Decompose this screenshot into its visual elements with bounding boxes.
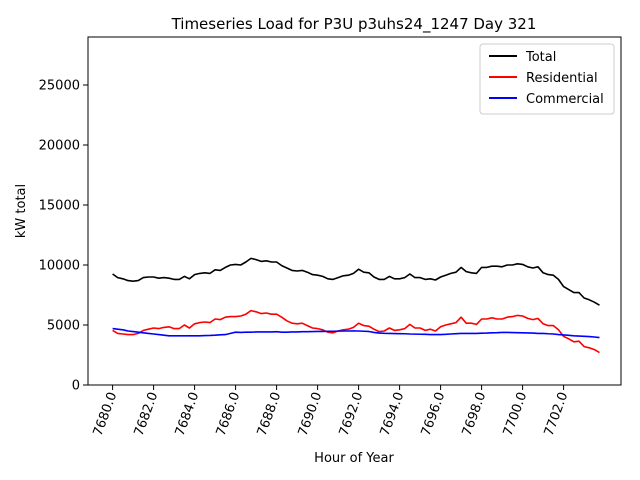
y-tick-label: 0	[72, 379, 80, 394]
legend-label-total: Total	[525, 50, 556, 65]
x-tick-label: 7696.0	[419, 390, 449, 438]
legend-box	[479, 43, 615, 115]
x-axis-title: Hour of Year	[314, 451, 394, 466]
y-tick-label: 20000	[39, 139, 80, 154]
x-tick-label: 7680.0	[91, 390, 121, 438]
legend: Total Residential Commercial	[479, 43, 615, 115]
x-tick-label: 7682.0	[132, 390, 162, 438]
y-axis: 0 5000 10000 15000 20000 25000	[39, 79, 88, 394]
y-tick-label: 10000	[39, 259, 80, 274]
x-tick-label: 7688.0	[255, 390, 285, 438]
y-tick-label: 25000	[39, 79, 80, 94]
x-tick-label: 7692.0	[337, 390, 367, 438]
x-tick-label: 7700.0	[501, 390, 531, 438]
legend-label-residential: Residential	[526, 71, 598, 86]
x-tick-label: 7684.0	[173, 390, 203, 438]
legend-label-commercial: Commercial	[526, 92, 604, 107]
y-tick-label: 5000	[47, 319, 80, 334]
y-axis-title: kW total	[14, 184, 29, 238]
series-line-total	[112, 257, 600, 306]
series-line-commercial	[112, 327, 600, 339]
x-tick-label: 7690.0	[296, 390, 326, 438]
x-axis: 7680.0 7682.0 7684.0 7686.0 7688.0 7690.0 7692…	[91, 385, 572, 438]
y-tick-label: 15000	[39, 199, 80, 214]
x-tick-label: 7686.0	[214, 390, 244, 438]
x-tick-label: 7698.0	[460, 390, 490, 438]
series-layer	[112, 257, 600, 354]
series-line-residential	[112, 309, 600, 354]
x-tick-label: 7702.0	[542, 390, 572, 438]
x-tick-label: 7694.0	[378, 390, 408, 438]
chart-title: Timeseries Load for P3U p3uhs24_1247 Day…	[171, 15, 537, 34]
